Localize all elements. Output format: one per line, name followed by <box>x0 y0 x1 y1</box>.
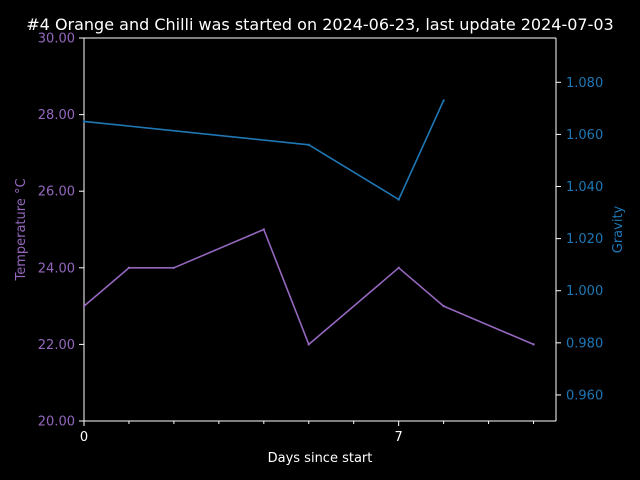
right-y-tick-label: 1.040 <box>566 180 603 195</box>
right-y-tick-label: 1.080 <box>566 76 603 91</box>
temperature-point <box>127 266 131 269</box>
right-y-tick-label: 1.000 <box>566 284 603 299</box>
temperature-line <box>83 228 534 346</box>
left-y-tick-label: 28.00 <box>38 108 75 123</box>
temperature-point <box>532 343 535 346</box>
right-y-tick-label: 0.960 <box>566 388 603 403</box>
left-y-axis-label: Temperature °C <box>14 178 29 281</box>
x-tick-label: 0 <box>80 430 88 445</box>
temperature-point <box>397 266 400 269</box>
temperature-point <box>307 343 310 346</box>
plot-series <box>82 99 535 346</box>
x-axis-label: Days since start <box>268 451 373 466</box>
temperature-point <box>442 304 445 308</box>
left-y-tick-label: 24.00 <box>38 261 75 276</box>
x-tick-label: 7 <box>395 430 403 445</box>
temperature-point <box>172 266 176 269</box>
temperature-point <box>262 228 266 231</box>
left-y-tick-label: 26.00 <box>38 185 75 200</box>
right-y-axis-label: Gravity <box>611 205 626 253</box>
temperature-point <box>82 304 86 308</box>
left-y-tick-label: 22.00 <box>38 338 75 353</box>
gravity-point <box>307 143 310 147</box>
right-y-tick-label: 0.980 <box>566 336 603 351</box>
axes: 0 7 20.00 22.00 24.00 26.00 28.00 30.00 0.960 0.9… <box>38 32 603 446</box>
chart-title: #4 Orange and Chilli was started on 2024… <box>26 15 613 34</box>
left-y-tick-label: 20.00 <box>38 415 75 430</box>
right-y-tick-label: 1.060 <box>566 128 603 143</box>
gravity-point <box>442 99 445 102</box>
right-y-tick-label: 1.020 <box>566 232 603 247</box>
gravity-point <box>397 198 400 201</box>
left-y-tick-label: 30.00 <box>38 32 75 47</box>
gravity-point <box>82 120 86 123</box>
gravity-line <box>83 100 445 201</box>
